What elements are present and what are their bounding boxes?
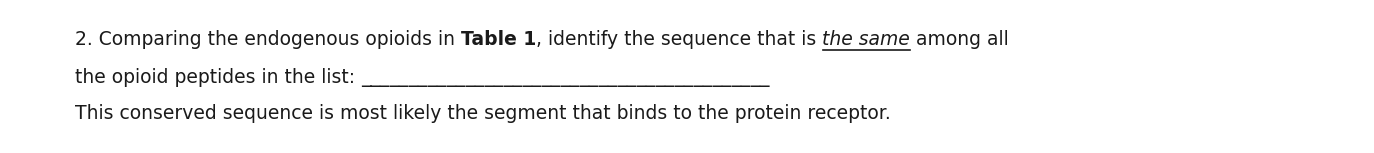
- Text: Table 1: Table 1: [462, 30, 536, 49]
- Text: ___________________________________________: ________________________________________…: [361, 68, 769, 87]
- Text: 2. Comparing the endogenous opioids in: 2. Comparing the endogenous opioids in: [76, 30, 462, 49]
- Text: among all: among all: [910, 30, 1009, 49]
- Text: the same: the same: [823, 30, 910, 49]
- Text: the opioid peptides in the list:: the opioid peptides in the list:: [76, 68, 361, 87]
- Text: , identify the sequence that is: , identify the sequence that is: [536, 30, 823, 49]
- Text: This conserved sequence is most likely the segment that binds to the protein rec: This conserved sequence is most likely t…: [76, 104, 890, 123]
